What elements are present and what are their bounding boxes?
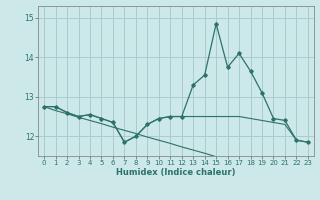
X-axis label: Humidex (Indice chaleur): Humidex (Indice chaleur) (116, 168, 236, 177)
